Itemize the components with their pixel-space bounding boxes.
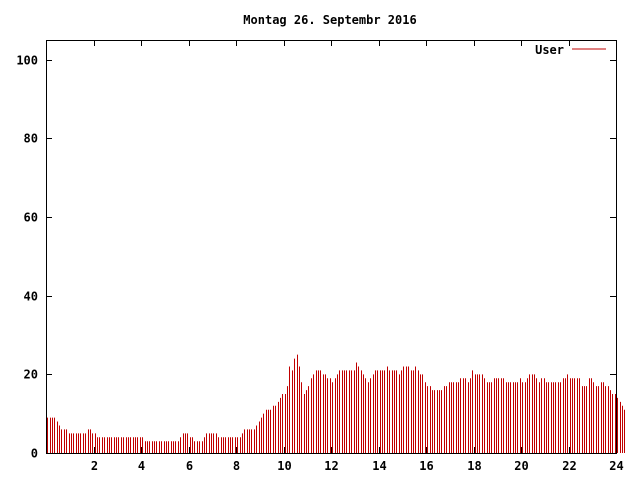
y-tick-label: 0: [31, 447, 38, 461]
x-tick-label: 14: [372, 459, 386, 473]
chart-title: Montag 26. Septembr 2016: [243, 13, 416, 27]
y-tick-label: 100: [16, 54, 38, 68]
legend: User: [535, 43, 606, 57]
x-tick-label: 12: [324, 459, 338, 473]
x-tick-label: 24: [609, 459, 623, 473]
x-tick-label: 20: [514, 459, 528, 473]
x-tick-label: 22: [562, 459, 576, 473]
x-tick-label: 10: [277, 459, 291, 473]
x-tick-label: 6: [186, 459, 193, 473]
x-tick-label: 18: [467, 459, 481, 473]
bar-series-user: [47, 354, 625, 453]
y-tick-label: 20: [24, 368, 38, 382]
y-tick-label: 60: [24, 211, 38, 225]
y-tick-label: 80: [24, 132, 38, 146]
x-tick-label: 8: [233, 459, 240, 473]
y-tick-label: 40: [24, 290, 38, 304]
x-tick-label: 2: [91, 459, 98, 473]
x-tick-label: 4: [138, 459, 145, 473]
x-tick-label: 16: [419, 459, 433, 473]
legend-label-user: User: [535, 43, 564, 57]
